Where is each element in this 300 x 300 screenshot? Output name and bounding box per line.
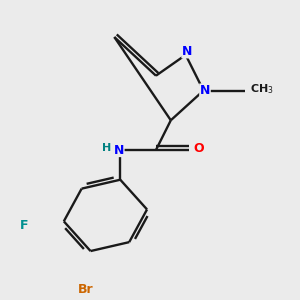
Text: CH$_3$: CH$_3$ [250,82,273,96]
Text: N: N [200,84,210,97]
Text: H: H [102,142,112,153]
Text: N: N [182,45,192,58]
Text: O: O [194,142,204,155]
Text: N: N [114,143,124,157]
Text: Br: Br [78,283,94,296]
Text: F: F [20,219,29,232]
